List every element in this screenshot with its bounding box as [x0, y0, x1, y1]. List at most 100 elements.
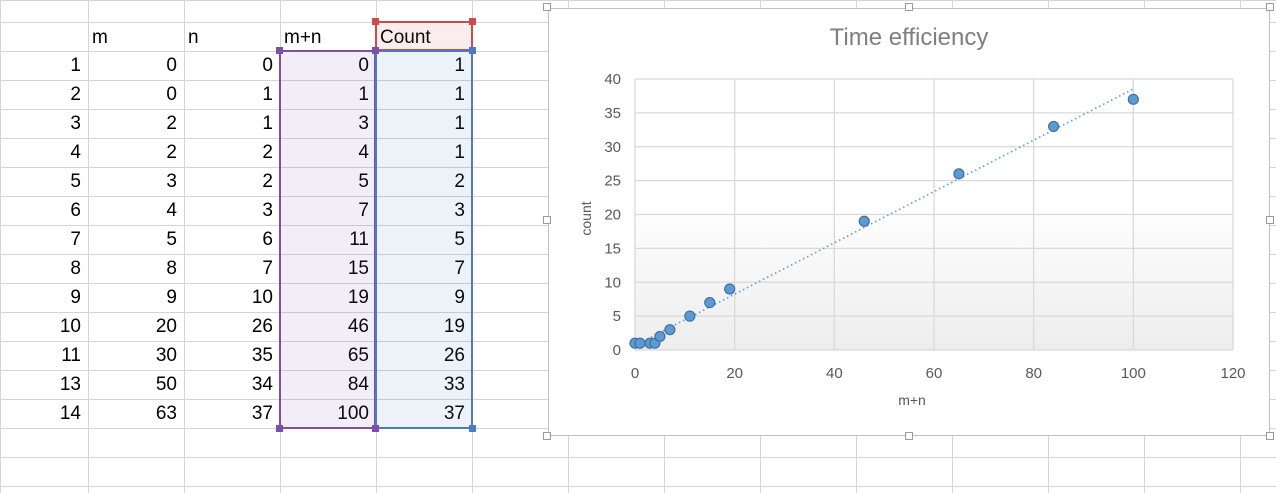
- cell-count[interactable]: 7: [454, 258, 465, 279]
- cell-index[interactable]: 1: [70, 55, 81, 76]
- cell-m[interactable]: 2: [166, 142, 177, 163]
- cell-index[interactable]: 13: [59, 374, 81, 395]
- cell-m-plus-n[interactable]: 0: [358, 55, 369, 76]
- selection-handle[interactable]: [469, 425, 476, 432]
- cell-index[interactable]: 11: [61, 345, 81, 366]
- x-tick-label: 60: [926, 365, 943, 382]
- x-axis-label: m+n: [898, 392, 926, 408]
- cell-m-plus-n[interactable]: 19: [347, 287, 369, 308]
- cell-n[interactable]: 0: [262, 55, 273, 76]
- chart-resize-handle[interactable]: [1266, 216, 1274, 224]
- x-tick-label: 40: [826, 365, 843, 382]
- cell-count[interactable]: 5: [454, 229, 465, 250]
- header-m[interactable]: m: [92, 27, 108, 48]
- selection-handle[interactable]: [372, 18, 379, 25]
- cell-m[interactable]: 0: [166, 55, 177, 76]
- cell-m-plus-n[interactable]: 4: [358, 142, 369, 163]
- cell-count[interactable]: 3: [454, 200, 465, 221]
- cell-m-plus-n[interactable]: 15: [347, 258, 369, 279]
- scatter-chart: 0 5 10 15 20 25 30 35 40 0 20 40 60 80 100 120 Time effi…: [578, 24, 1246, 408]
- cell-m[interactable]: 63: [155, 403, 177, 424]
- cell-count[interactable]: 9: [454, 287, 465, 308]
- data-point: [858, 215, 870, 227]
- chart-resize-handle[interactable]: [543, 3, 551, 11]
- selection-handle[interactable]: [372, 47, 379, 54]
- selection-handle[interactable]: [469, 47, 476, 54]
- cell-n[interactable]: 7: [262, 258, 273, 279]
- cell-m[interactable]: 5: [166, 229, 177, 250]
- selection-handle[interactable]: [276, 47, 283, 54]
- cell-n[interactable]: 2: [262, 171, 273, 192]
- cell-index[interactable]: 3: [70, 113, 81, 134]
- chart-resize-handle[interactable]: [905, 3, 913, 11]
- cell-count[interactable]: 2: [454, 171, 465, 192]
- header-m-plus-n[interactable]: m+n: [284, 27, 322, 48]
- y-tick-label: 30: [604, 139, 621, 156]
- cell-index[interactable]: 10: [59, 316, 81, 337]
- cell-m[interactable]: 4: [166, 200, 177, 221]
- y-tick-label: 15: [604, 240, 621, 257]
- cell-m[interactable]: 50: [155, 374, 177, 395]
- cell-m-plus-n[interactable]: 46: [347, 316, 369, 337]
- cell-index[interactable]: 4: [70, 142, 81, 163]
- selection-handle[interactable]: [372, 425, 379, 432]
- y-tick-label: 25: [604, 173, 621, 190]
- x-tick-label: 80: [1025, 365, 1042, 382]
- chart-resize-handle[interactable]: [905, 432, 913, 440]
- cell-n[interactable]: 35: [251, 345, 273, 366]
- cell-m-plus-n[interactable]: 7: [358, 200, 369, 221]
- cell-n[interactable]: 2: [262, 142, 273, 163]
- cell-index[interactable]: 2: [70, 84, 81, 105]
- cell-count[interactable]: 1: [454, 84, 465, 105]
- cell-m[interactable]: 30: [155, 345, 177, 366]
- cell-n[interactable]: 1: [262, 84, 273, 105]
- cell-count[interactable]: 33: [443, 374, 465, 395]
- cell-n[interactable]: 34: [251, 374, 273, 395]
- chart-title: Time efficiency: [830, 24, 989, 51]
- chart-resize-handle[interactable]: [543, 216, 551, 224]
- chart-area[interactable]: 0 5 10 15 20 25 30 35 40 0 20 40 60 80 100 120 Time effi…: [548, 8, 1270, 436]
- cell-m[interactable]: 0: [166, 84, 177, 105]
- cell-count[interactable]: 26: [443, 345, 465, 366]
- header-n[interactable]: n: [188, 27, 199, 48]
- chart-resize-handle[interactable]: [1266, 3, 1274, 11]
- cell-m-plus-n[interactable]: 3: [358, 113, 369, 134]
- cell-count[interactable]: 19: [443, 316, 465, 337]
- cell-m-plus-n[interactable]: 5: [358, 171, 369, 192]
- cell-m[interactable]: 8: [166, 258, 177, 279]
- data-point: [664, 324, 676, 336]
- cell-m-plus-n[interactable]: 84: [347, 374, 369, 395]
- chart-resize-handle[interactable]: [1266, 432, 1274, 440]
- cell-count[interactable]: 1: [454, 55, 465, 76]
- cell-n[interactable]: 3: [262, 200, 273, 221]
- cell-m[interactable]: 2: [166, 113, 177, 134]
- cell-count[interactable]: 37: [443, 403, 465, 424]
- cell-index[interactable]: 6: [70, 200, 81, 221]
- cell-index[interactable]: 14: [59, 403, 81, 424]
- data-point: [684, 310, 696, 322]
- data-point: [704, 296, 716, 309]
- selection-handle[interactable]: [276, 425, 283, 432]
- trendline: [634, 88, 1134, 347]
- cell-count[interactable]: 1: [454, 113, 465, 134]
- cell-m-plus-n[interactable]: 65: [347, 345, 369, 366]
- cell-m-plus-n[interactable]: 11: [349, 229, 369, 250]
- cell-index[interactable]: 7: [70, 229, 81, 250]
- cell-index[interactable]: 9: [70, 287, 81, 308]
- cell-index[interactable]: 5: [70, 171, 81, 192]
- cell-n[interactable]: 10: [251, 287, 273, 308]
- cell-m[interactable]: 9: [166, 287, 177, 308]
- header-count[interactable]: Count: [380, 27, 431, 48]
- cell-count[interactable]: 1: [454, 142, 465, 163]
- cell-m-plus-n[interactable]: 1: [358, 84, 369, 105]
- selection-handle[interactable]: [469, 18, 476, 25]
- cell-m-plus-n[interactable]: 100: [337, 403, 369, 424]
- cell-n[interactable]: 6: [262, 229, 273, 250]
- cell-n[interactable]: 37: [251, 403, 273, 424]
- cell-m[interactable]: 3: [166, 171, 177, 192]
- cell-index[interactable]: 8: [70, 258, 81, 279]
- cell-n[interactable]: 1: [262, 113, 273, 134]
- chart-resize-handle[interactable]: [543, 432, 551, 440]
- cell-m[interactable]: 20: [155, 316, 177, 337]
- cell-n[interactable]: 26: [251, 316, 273, 337]
